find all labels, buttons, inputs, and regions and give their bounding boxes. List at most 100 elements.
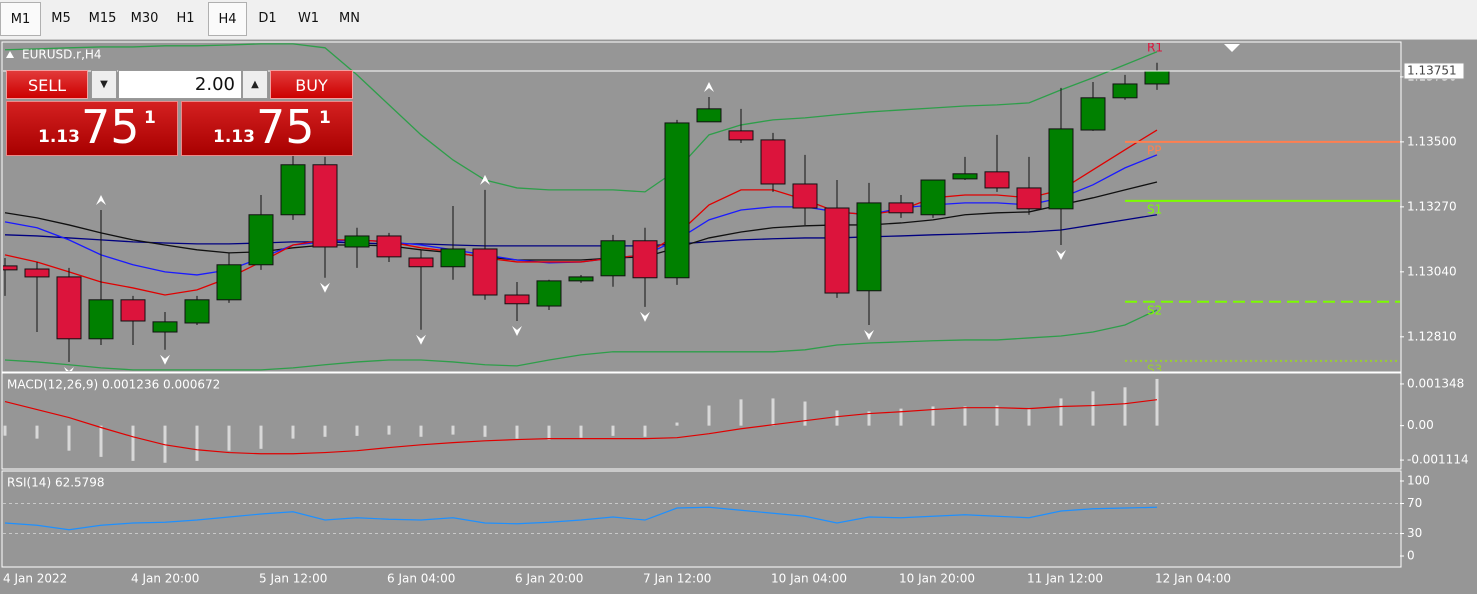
timeframe-button[interactable]: H1 xyxy=(176,11,195,26)
y-tick-label: 1.12810 xyxy=(1407,329,1457,343)
candle-body xyxy=(792,183,818,209)
macd-bar xyxy=(483,425,487,437)
candle-body xyxy=(120,299,146,322)
y-tick-label: 0 xyxy=(1407,549,1415,563)
rsi-line xyxy=(4,506,1158,531)
bid-quote[interactable]: 1.13 75 1 xyxy=(6,100,178,156)
one-click-trading-panel: SELL ▼ 2.00 ▲ BUY 1.13 75 1 1.13 75 1 xyxy=(6,70,353,156)
macd-bar xyxy=(1027,408,1031,426)
lots-input[interactable]: 2.00 xyxy=(118,70,242,99)
candle-body xyxy=(3,265,18,271)
pivot-label: R1 xyxy=(1147,40,1163,54)
indicator-line xyxy=(4,129,1158,296)
timeframe-button[interactable]: M5 xyxy=(51,11,71,26)
timeframe-button[interactable]: MN xyxy=(339,11,360,26)
x-tick-label: 11 Jan 12:00 xyxy=(1027,572,1103,586)
fractal-up xyxy=(704,81,714,92)
macd-bar xyxy=(227,425,231,451)
fractal-down xyxy=(864,329,874,340)
candle-body xyxy=(440,248,466,268)
x-tick-label: 10 Jan 04:00 xyxy=(771,572,847,586)
signal-line xyxy=(4,399,1158,455)
macd-bar xyxy=(931,406,935,426)
ask-big-figure: 1.13 xyxy=(213,127,255,147)
macd-bar xyxy=(67,425,71,451)
timeframe-button[interactable]: M30 xyxy=(130,11,159,26)
macd-bar xyxy=(99,425,103,457)
x-tick-label: 10 Jan 20:00 xyxy=(899,572,975,586)
candle-body xyxy=(1080,97,1106,131)
pivot-label: S3 xyxy=(1147,362,1162,376)
indicator-line xyxy=(4,43,1158,193)
candle-body xyxy=(24,268,50,278)
indicator-line xyxy=(4,181,1158,261)
bid-pips: 75 xyxy=(81,100,140,154)
fractal-down xyxy=(640,311,650,322)
y-tick-label: 1.13040 xyxy=(1407,264,1457,278)
x-tick-label: 4 Jan 20:00 xyxy=(131,572,199,586)
timeframe-button[interactable]: H4 xyxy=(208,2,247,36)
x-tick-label: 6 Jan 20:00 xyxy=(515,572,583,586)
macd-bar xyxy=(163,425,167,463)
x-tick-label: 5 Jan 12:00 xyxy=(259,572,327,586)
y-tick-label: 0.001348 xyxy=(1407,376,1464,390)
candle-body xyxy=(88,299,114,340)
x-tick-label: 12 Jan 04:00 xyxy=(1155,572,1231,586)
candle-body xyxy=(824,207,850,294)
fractal-down xyxy=(416,334,426,345)
macd-bar xyxy=(3,425,7,436)
candle-body xyxy=(408,257,434,268)
macd-bar xyxy=(1123,387,1127,426)
panel-plot xyxy=(3,378,1159,463)
macd-bar xyxy=(515,425,519,439)
indicator-line xyxy=(4,214,1158,247)
macd-bar xyxy=(579,425,583,438)
buy-button[interactable]: BUY xyxy=(270,70,353,99)
candle-body xyxy=(952,173,978,180)
bid-big-figure: 1.13 xyxy=(38,127,80,147)
macd-bar xyxy=(547,425,551,440)
macd-bar xyxy=(771,398,775,426)
lots-decrease[interactable]: ▼ xyxy=(91,70,117,99)
lots-increase[interactable]: ▲ xyxy=(242,70,268,99)
indicator-line xyxy=(4,154,1158,276)
pivot-label: PP xyxy=(1147,143,1161,157)
ask-quote[interactable]: 1.13 75 1 xyxy=(181,100,353,156)
panel-title: RSI(14) 62.5798 xyxy=(7,476,105,490)
candle-body xyxy=(376,235,402,258)
candle-body xyxy=(280,164,306,216)
timeframe-toolbar: M1 M5 M15 M30 H1 H4 D1 W1 MN xyxy=(0,0,1477,40)
macd-bar xyxy=(387,425,391,435)
candle-body xyxy=(600,240,626,277)
macd-bar xyxy=(835,410,839,426)
macd-bar xyxy=(195,425,199,461)
candle-body xyxy=(568,276,594,282)
macd-bar xyxy=(131,425,135,461)
timeframe-button[interactable]: W1 xyxy=(297,11,320,26)
macd-bar xyxy=(451,425,455,435)
macd-bar xyxy=(963,406,967,426)
candle-body xyxy=(184,299,210,324)
timeframe-button[interactable]: M1 xyxy=(0,2,41,36)
sell-button[interactable]: SELL xyxy=(6,70,88,99)
candle-body xyxy=(760,139,786,185)
macd-bar xyxy=(899,408,903,426)
candle-body xyxy=(664,122,690,279)
y-tick-label: 1.13500 xyxy=(1407,134,1457,148)
macd-bar xyxy=(1155,378,1159,426)
candle-body xyxy=(536,280,562,307)
macd-bar xyxy=(867,411,871,426)
timeframe-button[interactable]: D1 xyxy=(258,11,277,26)
y-tick-label: 0.00 xyxy=(1407,418,1434,432)
macd-bar xyxy=(1091,391,1095,426)
fractal-down xyxy=(160,354,170,365)
candle-body xyxy=(728,130,754,141)
panel-title: EURUSD.r,H4 xyxy=(22,48,102,62)
timeframe-button[interactable]: M15 xyxy=(88,11,117,26)
macd-bar xyxy=(355,425,359,436)
ask-point: 1 xyxy=(319,108,331,128)
macd-bar xyxy=(611,425,615,436)
macd-bar xyxy=(1059,398,1063,426)
candle-body xyxy=(248,214,274,266)
